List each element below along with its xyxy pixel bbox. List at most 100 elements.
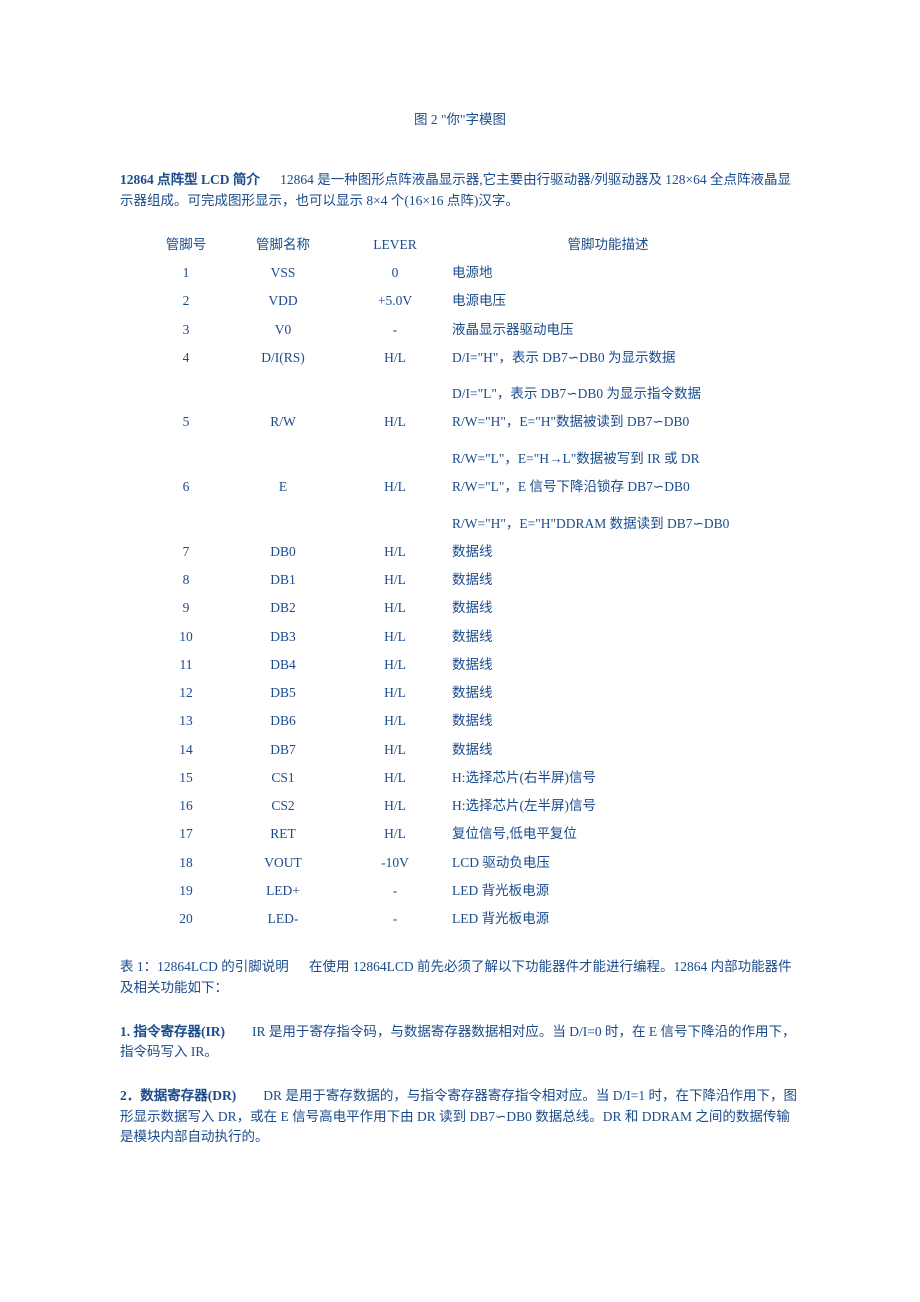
- desc-line: R/W="H"，E="H"数据被读到 DB7∽DB0: [452, 412, 764, 432]
- section-heading: 2．数据寄存器(DR): [120, 1088, 236, 1103]
- cell-pin: 5: [150, 408, 222, 473]
- cell-pin: 11: [150, 651, 222, 679]
- table-caption-paragraph: 表 1：12864LCD 的引脚说明 在使用 12864LCD 前先必须了解以下…: [120, 957, 800, 998]
- table-row: 17RETH/L 复位信号,低电平复位: [150, 820, 770, 848]
- cell-desc: 复位信号,低电平复位: [446, 820, 770, 848]
- cell-pin: 9: [150, 594, 222, 622]
- cell-name: DB2: [222, 594, 344, 622]
- cell-lever: -: [344, 905, 446, 933]
- cell-desc: 电源地: [446, 259, 770, 287]
- cell-desc: LCD 驱动负电压: [446, 849, 770, 877]
- section-paragraph: 1. 指令寄存器(IR) IR 是用于寄存指令码，与数据寄存器数据相对应。当 D…: [120, 1022, 800, 1063]
- desc-line: R/W="L"，E 信号下降沿锁存 DB7∽DB0: [452, 477, 764, 497]
- cell-lever: H/L: [344, 408, 446, 473]
- section-heading: 1. 指令寄存器(IR): [120, 1024, 225, 1039]
- table-row: 12DB5H/L数据线: [150, 679, 770, 707]
- cell-name: V0: [222, 316, 344, 344]
- desc-line: D/I="L"，表示 DB7∽DB0 为显示指令数据: [452, 384, 764, 404]
- cell-pin: 12: [150, 679, 222, 707]
- cell-lever: H/L: [344, 792, 446, 820]
- cell-desc: D/I="H"，表示 DB7∽DB0 为显示数据 D/I="L"，表示 DB7∽D…: [446, 344, 770, 409]
- cell-name: LED+: [222, 877, 344, 905]
- desc-line: H:选择芯片(右半屏)信号: [452, 768, 764, 788]
- cell-lever: H/L: [344, 820, 446, 848]
- cell-name: VOUT: [222, 849, 344, 877]
- cell-lever: H/L: [344, 764, 446, 792]
- col-header-desc: 管脚功能描述: [446, 231, 770, 259]
- cell-pin: 6: [150, 473, 222, 538]
- cell-name: DB1: [222, 566, 344, 594]
- cell-pin: 10: [150, 623, 222, 651]
- cell-desc: R/W="H"，E="H"数据被读到 DB7∽DB0 R/W="L"，E="H→L…: [446, 408, 770, 473]
- intro-heading: 12864 点阵型 LCD 简介: [120, 172, 260, 187]
- cell-name: VDD: [222, 287, 344, 315]
- table-row: 20LED--LED 背光板电源: [150, 905, 770, 933]
- cell-lever: -10V: [344, 849, 446, 877]
- cell-lever: 0: [344, 259, 446, 287]
- cell-pin: 15: [150, 764, 222, 792]
- table-caption-label: 表 1：12864LCD 的引脚说明: [120, 959, 289, 974]
- desc-line: 数据线: [452, 711, 764, 731]
- cell-pin: 19: [150, 877, 222, 905]
- cell-lever: -: [344, 316, 446, 344]
- table-row: 18VOUT-10VLCD 驱动负电压: [150, 849, 770, 877]
- cell-name: D/I(RS): [222, 344, 344, 409]
- cell-desc: 液晶显示器驱动电压: [446, 316, 770, 344]
- figure-caption: 图 2 "你"字模图: [120, 110, 800, 130]
- table-header-row: 管脚号 管脚名称 LEVER 管脚功能描述: [150, 231, 770, 259]
- cell-name: R/W: [222, 408, 344, 473]
- table-row: 7DB0H/L数据线: [150, 538, 770, 566]
- cell-desc: 数据线: [446, 538, 770, 566]
- cell-pin: 7: [150, 538, 222, 566]
- desc-line: 电源地: [452, 263, 764, 283]
- intro-paragraph: 12864 点阵型 LCD 简介 12864 是一种图形点阵液晶显示器,它主要由…: [120, 170, 800, 211]
- cell-lever: H/L: [344, 594, 446, 622]
- cell-desc: LED 背光板电源: [446, 905, 770, 933]
- cell-desc: 数据线: [446, 651, 770, 679]
- cell-lever: H/L: [344, 679, 446, 707]
- cell-lever: H/L: [344, 566, 446, 594]
- cell-name: RET: [222, 820, 344, 848]
- cell-desc: 数据线: [446, 594, 770, 622]
- desc-line: D/I="H"，表示 DB7∽DB0 为显示数据: [452, 348, 764, 368]
- cell-lever: H/L: [344, 651, 446, 679]
- desc-line: 液晶显示器驱动电压: [452, 320, 764, 340]
- cell-desc: H:选择芯片(左半屏)信号: [446, 792, 770, 820]
- desc-line: 数据线: [452, 655, 764, 675]
- cell-pin: 18: [150, 849, 222, 877]
- cell-pin: 13: [150, 707, 222, 735]
- cell-pin: 2: [150, 287, 222, 315]
- desc-line: 数据线: [452, 683, 764, 703]
- pin-table-wrap: 管脚号 管脚名称 LEVER 管脚功能描述 1VSS0 电源地 2VDD+5.0V 电…: [150, 231, 770, 934]
- table-row: 15CS1H/LH:选择芯片(右半屏)信号: [150, 764, 770, 792]
- desc-line: 电源电压: [452, 291, 764, 311]
- cell-desc: 数据线: [446, 736, 770, 764]
- cell-lever: H/L: [344, 344, 446, 409]
- cell-desc: R/W="L"，E 信号下降沿锁存 DB7∽DB0R/W="H"，E="H"DD…: [446, 473, 770, 538]
- cell-pin: 17: [150, 820, 222, 848]
- pin-table: 管脚号 管脚名称 LEVER 管脚功能描述 1VSS0 电源地 2VDD+5.0V 电…: [150, 231, 770, 934]
- desc-line: 数据线: [452, 598, 764, 618]
- table-row: 9DB2H/L 数据线: [150, 594, 770, 622]
- cell-name: DB6: [222, 707, 344, 735]
- table-row: 3V0-液晶显示器驱动电压: [150, 316, 770, 344]
- section-paragraph: 2．数据寄存器(DR) DR 是用于寄存数据的，与指令寄存器寄存指令相对应。当 …: [120, 1086, 800, 1147]
- desc-line: R/W="L"，E="H→L"数据被写到 IR 或 DR: [452, 449, 764, 469]
- table-row: 4D/I(RS)H/LD/I="H"，表示 DB7∽DB0 为显示数据D/I="…: [150, 344, 770, 409]
- desc-line: LED 背光板电源: [452, 909, 764, 929]
- cell-name: DB7: [222, 736, 344, 764]
- table-row: 1VSS0 电源地: [150, 259, 770, 287]
- cell-lever: H/L: [344, 623, 446, 651]
- cell-name: E: [222, 473, 344, 538]
- desc-line: 复位信号,低电平复位: [452, 824, 764, 844]
- col-header-pin: 管脚号: [150, 231, 222, 259]
- cell-desc: 数据线: [446, 707, 770, 735]
- cell-desc: H:选择芯片(右半屏)信号: [446, 764, 770, 792]
- document-page: 图 2 "你"字模图 12864 点阵型 LCD 简介 12864 是一种图形点…: [0, 0, 920, 1237]
- cell-lever: +5.0V: [344, 287, 446, 315]
- cell-pin: 1: [150, 259, 222, 287]
- cell-name: VSS: [222, 259, 344, 287]
- col-header-lever: LEVER: [344, 231, 446, 259]
- cell-name: DB4: [222, 651, 344, 679]
- cell-lever: -: [344, 877, 446, 905]
